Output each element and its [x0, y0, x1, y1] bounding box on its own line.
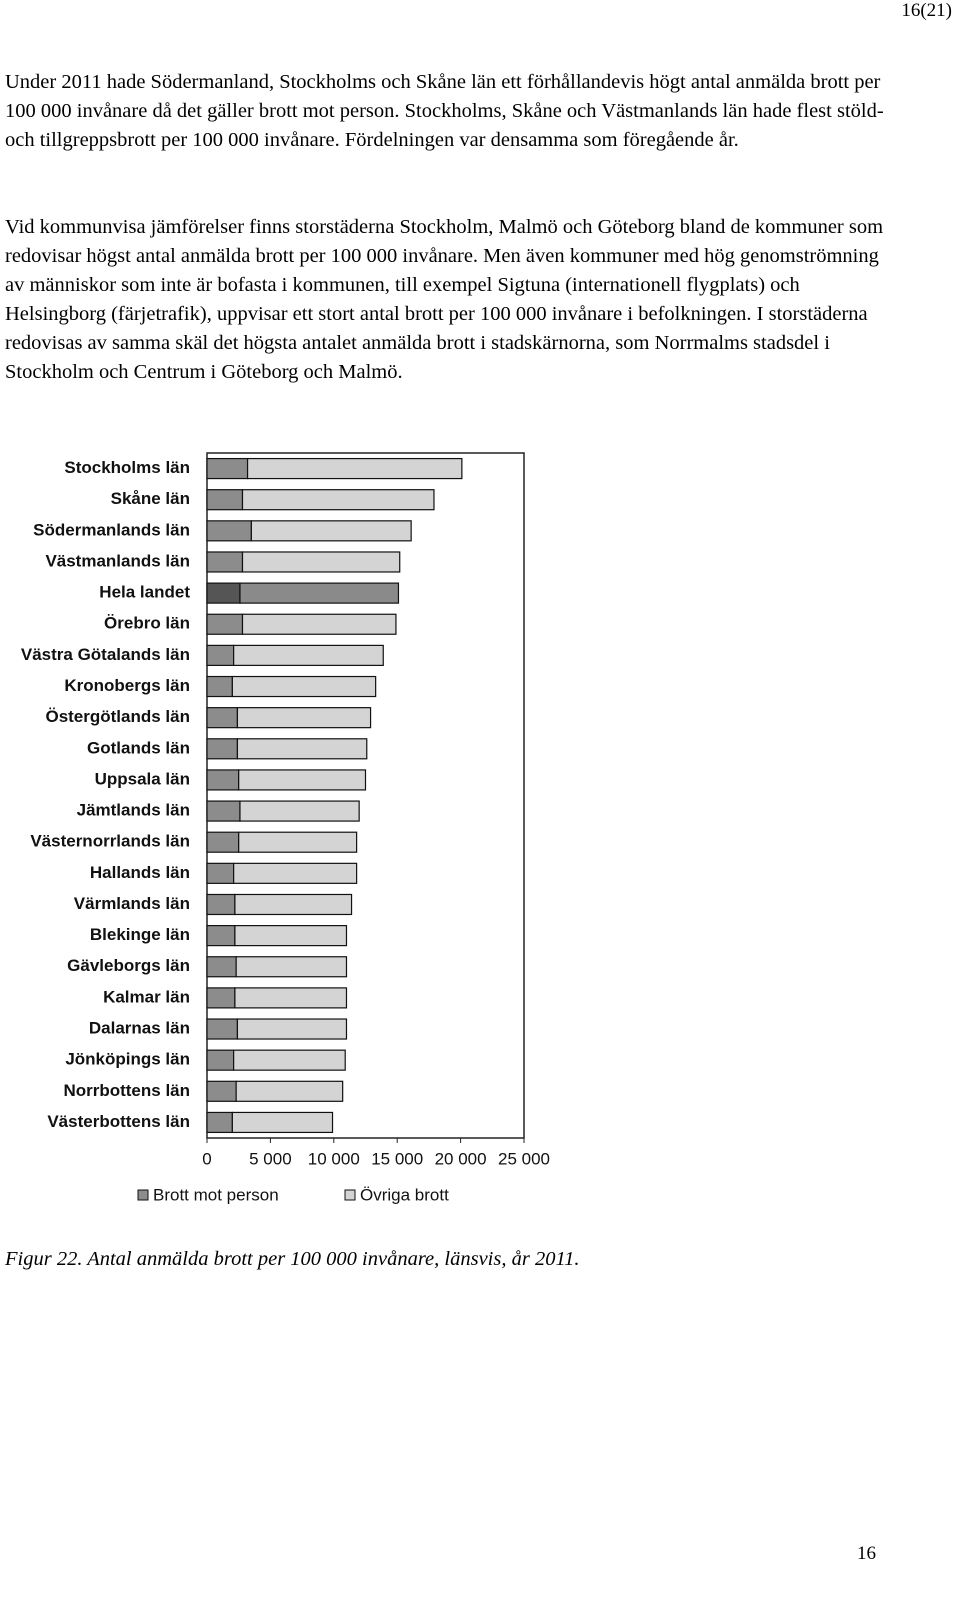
bar-segment: [239, 800, 360, 822]
bar-segment: [206, 893, 236, 916]
caption: Figur 22. Antal anmälda brott per 100 00…: [5, 1248, 580, 1270]
y-tick-label: Jönköpings län: [65, 1050, 190, 1069]
bar-segment: [236, 738, 368, 760]
x-tick-label: 0: [202, 1149, 211, 1168]
y-tick-label: Värmlands län: [74, 894, 190, 913]
bar-segment: [235, 956, 348, 978]
bar-segment: [206, 1049, 235, 1071]
plot-frame: [206, 452, 525, 1139]
bar-segment: [206, 1018, 239, 1040]
y-tick-label: Västerbottens län: [47, 1112, 190, 1131]
bar-segment: [206, 582, 241, 604]
y-tick-label: Blekinge län: [90, 925, 190, 944]
y-tick-label: Hallands län: [90, 863, 190, 882]
bar-segment: [206, 644, 235, 666]
bar-segment: [250, 520, 412, 542]
y-tick-label: Norrbottens län: [63, 1081, 190, 1100]
bar-segment: [206, 769, 240, 791]
y-tick-label: Kalmar län: [103, 987, 190, 1006]
paragraph: Vid kommunvisa jämförelser finns storstä…: [5, 216, 884, 383]
y-tick-label: Stockholms län: [64, 458, 190, 477]
bar-segment: [238, 769, 367, 791]
bar-segment: [206, 489, 244, 511]
bar-segment: [238, 831, 358, 853]
bar-segment: [206, 956, 237, 978]
bar-segment: [206, 800, 241, 822]
y-tick-label: Västernorrlands län: [30, 832, 190, 851]
bar-segment: [241, 613, 397, 635]
legend-marker: [344, 1189, 356, 1201]
bar-segment: [206, 707, 239, 729]
legend-marker: [137, 1189, 149, 1201]
bar-segment: [231, 675, 377, 698]
y-tick-label: Skåne län: [111, 489, 190, 508]
bar-segment: [206, 613, 244, 635]
bar-segment: [206, 862, 235, 884]
bar-segment: [246, 457, 463, 480]
bar-segment: [239, 582, 400, 604]
y-tick-label: Jämtlands län: [77, 801, 190, 820]
bar-segment: [233, 862, 358, 884]
y-tick-label: Västra Götalands län: [21, 645, 190, 664]
y-tick-label: Västmanlands län: [45, 551, 190, 570]
x-tick-label: 20 000: [435, 1149, 487, 1168]
bar-segment: [206, 457, 249, 480]
bar-segment: [236, 1018, 348, 1040]
bar-segment: [206, 987, 236, 1009]
y-tick-label: Örebro län: [104, 614, 190, 633]
y-tick-label: Uppsala län: [95, 769, 190, 788]
x-tick-label: 5 000: [249, 1149, 292, 1168]
legend-label: Övriga brott: [360, 1185, 449, 1204]
y-tick-label: Hela landet: [99, 583, 190, 602]
y-tick-label: Södermanlands län: [33, 520, 190, 539]
legend-label: Brott mot person: [153, 1185, 279, 1204]
x-tick-label: 10 000: [308, 1149, 360, 1168]
x-tick-label: 15 000: [371, 1149, 423, 1168]
bar-segment: [236, 707, 372, 729]
y-tick-label: Gotlands län: [87, 738, 190, 757]
paragraph: Under 2011 hade Södermanland, Stockholms…: [5, 71, 884, 151]
bar-segment: [235, 1080, 344, 1102]
bar-segment: [233, 644, 384, 666]
bar-segment: [206, 831, 240, 853]
bar-segment: [234, 893, 353, 916]
bar-segment: [233, 1049, 346, 1071]
y-tick-label: Kronobergs län: [64, 676, 190, 695]
bar-segment: [206, 551, 244, 573]
bar-segment: [241, 489, 435, 511]
bar-segment: [206, 675, 233, 698]
bar-segment: [234, 925, 348, 947]
x-tick-label: 25 000: [498, 1149, 550, 1168]
chart: 0 5 000 10 000 15 000 20 000 25 000 Stockholms…: [21, 452, 550, 1204]
y-tick-label: Gävleborgs län: [67, 956, 190, 975]
bar-segment: [241, 551, 401, 573]
bar-segment: [206, 738, 239, 760]
y-tick-label: Östergötlands län: [45, 707, 190, 726]
y-tick-label: Dalarnas län: [89, 1019, 190, 1038]
bar-segment: [234, 987, 348, 1009]
page-label: 16(21): [901, 0, 952, 21]
bar-segment: [206, 520, 252, 542]
bar-segment: [231, 1111, 334, 1134]
page-number: 16: [857, 1543, 876, 1564]
bar-segment: [206, 925, 236, 947]
bar-segment: [206, 1111, 233, 1134]
bar-segment: [206, 1080, 237, 1102]
